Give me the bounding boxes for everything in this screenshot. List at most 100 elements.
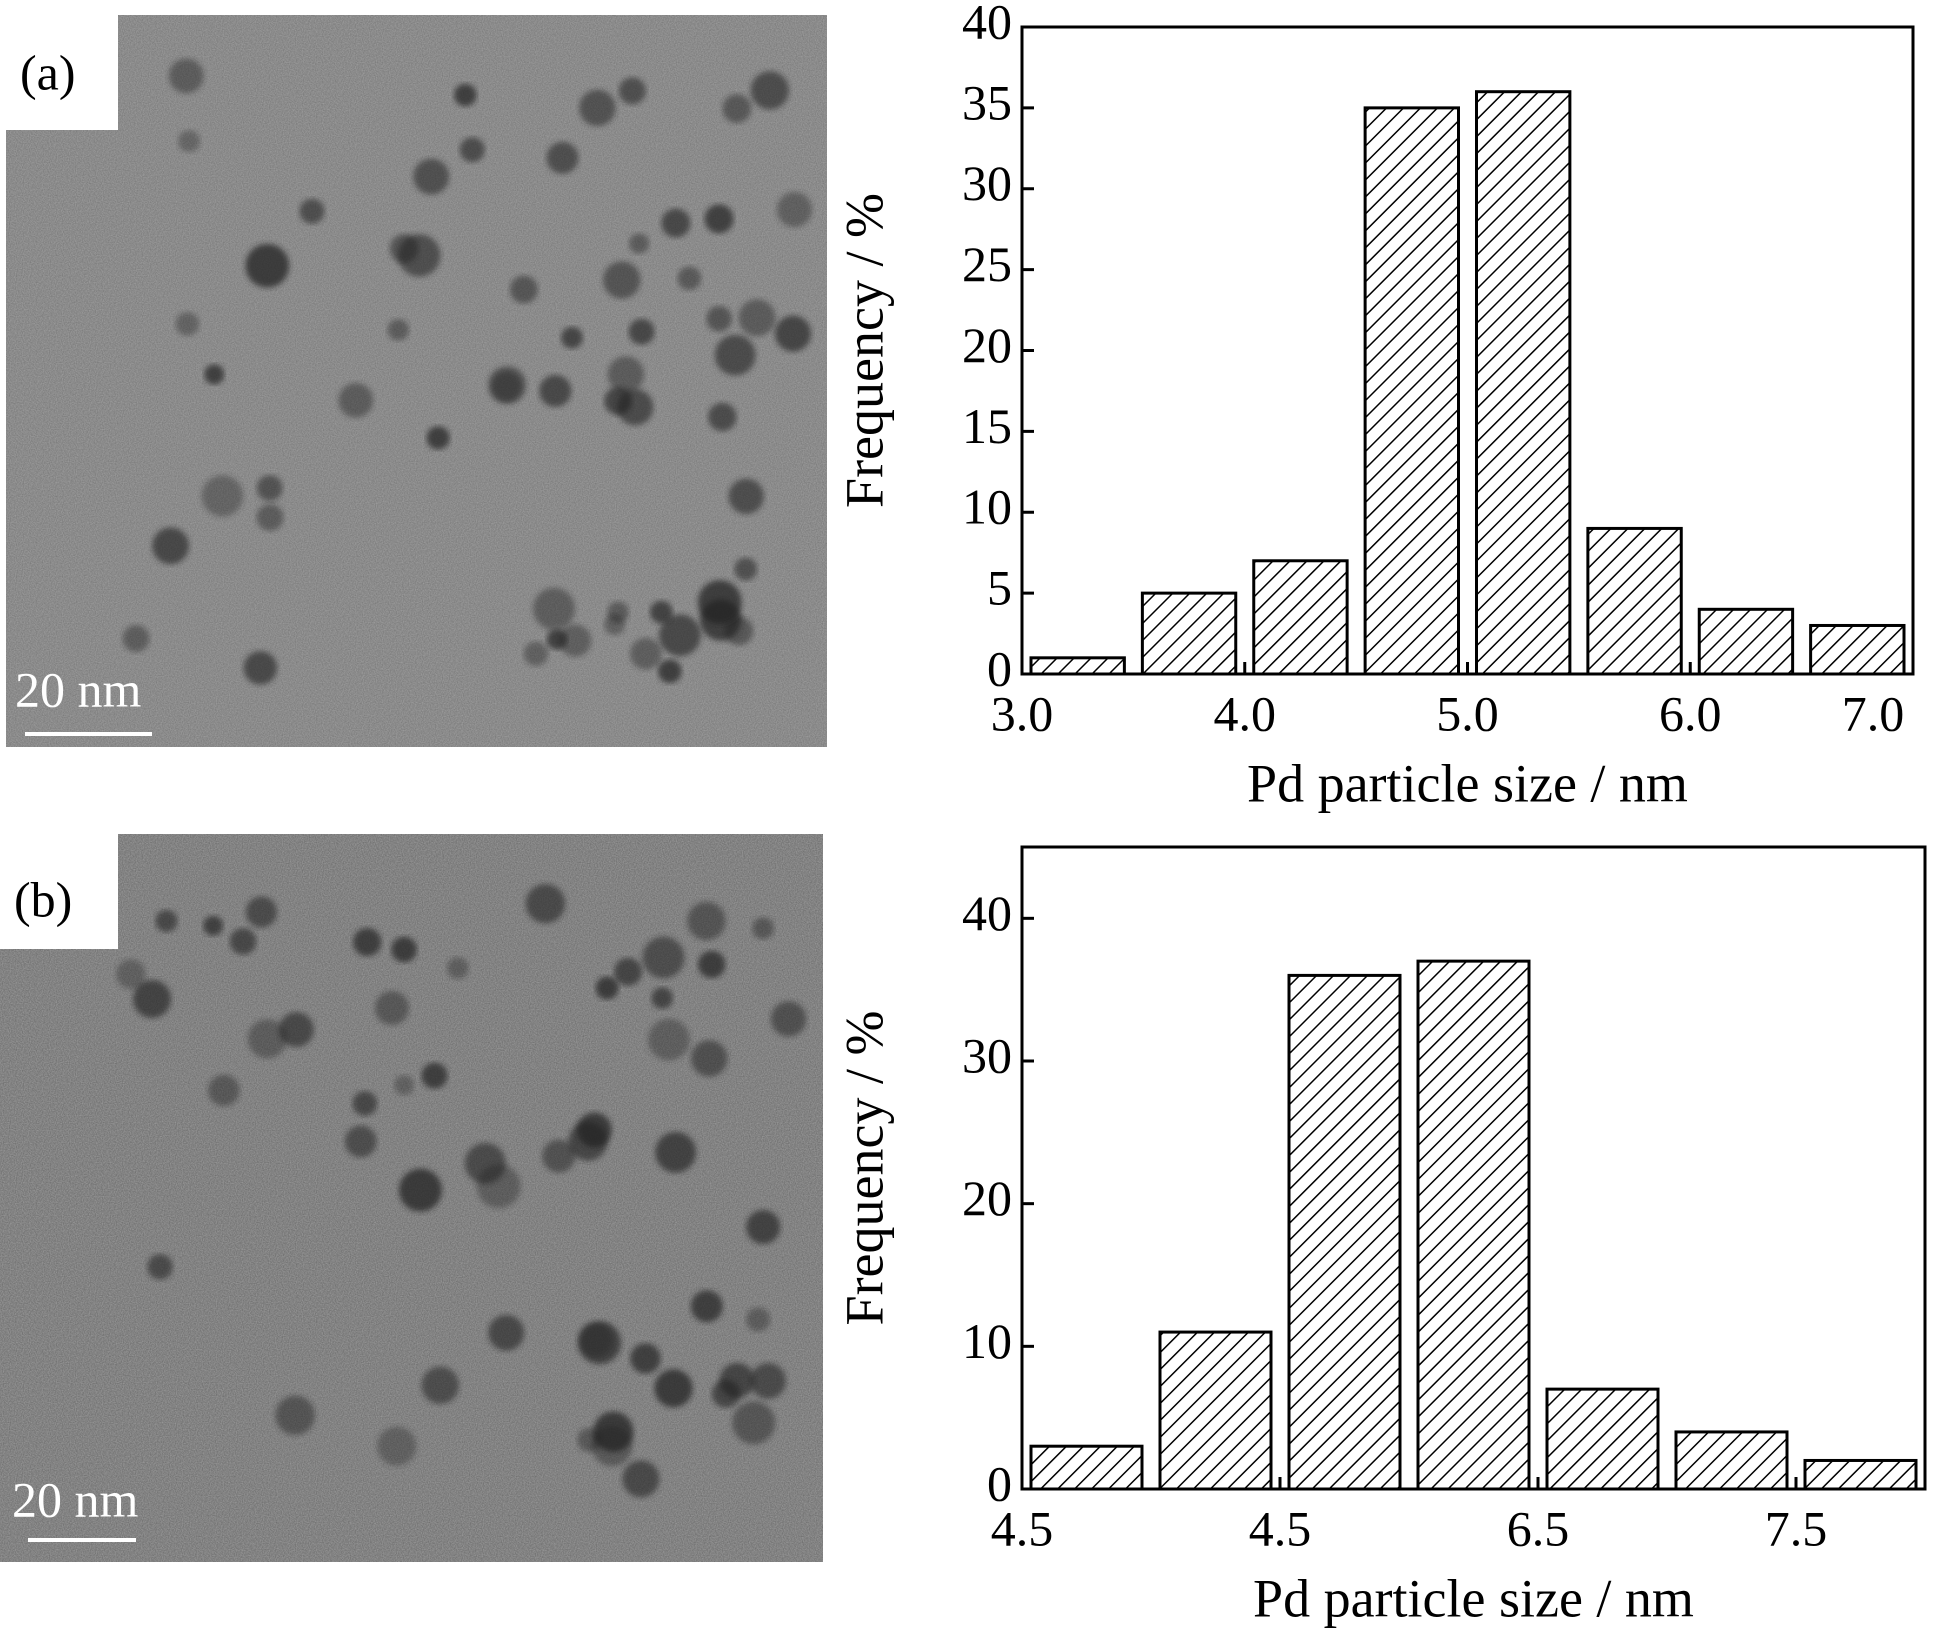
particle <box>243 651 278 685</box>
x-axis-title: Pd particle size / nm <box>1247 753 1688 813</box>
particle <box>229 928 257 955</box>
particle <box>459 137 485 163</box>
particle <box>398 1168 442 1212</box>
x-tick-label: 4.5 <box>1249 1500 1312 1556</box>
x-tick-label: 7.5 <box>1765 1500 1828 1556</box>
particle <box>661 208 691 238</box>
y-tick-label: 40 <box>962 0 1012 49</box>
particle <box>539 374 572 408</box>
panel-label: (a) <box>20 44 76 100</box>
particle <box>413 158 450 195</box>
bar <box>1363 106 1460 676</box>
bar <box>1416 959 1531 1491</box>
y-tick-label: 10 <box>962 1313 1012 1369</box>
x-tick-label: 6.5 <box>1507 1500 1570 1556</box>
particle <box>387 319 410 341</box>
particle <box>658 659 682 684</box>
particle <box>533 587 576 630</box>
particle <box>374 990 410 1026</box>
particle <box>622 1460 660 1498</box>
particle <box>155 909 178 933</box>
particle <box>630 638 662 670</box>
y-axis-title: Frequency / % <box>834 193 894 508</box>
bar <box>1545 1387 1660 1491</box>
chart: 0 10 20 30 40 4.5 4.5 6.5 7.5 Pd particle size / … <box>834 845 1927 1628</box>
particle <box>654 1369 693 1408</box>
bar <box>1803 1458 1918 1491</box>
particle <box>708 402 737 432</box>
particle <box>618 77 646 105</box>
particle <box>245 896 278 928</box>
bar <box>1140 591 1238 676</box>
particle <box>275 1395 315 1436</box>
y-tick-label: 25 <box>962 236 1012 292</box>
particle <box>704 204 734 234</box>
particle <box>247 1019 287 1059</box>
particle <box>752 917 774 940</box>
particle <box>776 192 813 228</box>
y-tick-label: 35 <box>962 74 1012 130</box>
bar <box>1287 973 1402 1491</box>
x-tick-label: 7.0 <box>1842 685 1905 741</box>
particle <box>750 1363 787 1399</box>
x-tick-label: 5.0 <box>1436 685 1499 741</box>
y-tick-label: 20 <box>962 1170 1012 1226</box>
particle <box>576 1112 612 1148</box>
particle <box>453 83 477 107</box>
particle <box>546 629 568 650</box>
x-axis-title: Pd particle size / nm <box>1253 1568 1694 1628</box>
bar <box>1029 1444 1144 1491</box>
particle <box>642 936 685 979</box>
scale-bar-label: 20 nm <box>12 1471 139 1527</box>
y-tick-label: 40 <box>962 885 1012 941</box>
particle <box>746 1210 781 1245</box>
particle <box>738 299 776 337</box>
particle <box>278 1012 314 1048</box>
particle <box>706 305 732 332</box>
scale-bar-label: 20 nm <box>15 661 142 717</box>
particle <box>299 198 325 224</box>
x-tick-label: 3.0 <box>991 685 1054 741</box>
particle <box>256 475 283 501</box>
particle <box>464 1142 506 1184</box>
particle <box>509 275 538 304</box>
chart: 0 5 10 15 20 25 30 35 40 3.0 4.0 5.0 6.0 7.0 Pd partic… <box>834 0 1915 813</box>
particle <box>698 950 726 979</box>
particle <box>578 1322 613 1358</box>
bar <box>1674 1430 1789 1491</box>
particle <box>579 89 616 127</box>
bar <box>1252 559 1349 676</box>
particle <box>595 976 619 1000</box>
particle <box>658 614 701 657</box>
particle <box>352 1091 378 1116</box>
particle <box>426 426 450 450</box>
particle <box>732 1401 776 1445</box>
particle <box>116 959 146 989</box>
particle <box>655 1131 697 1173</box>
y-tick-label: 15 <box>962 398 1012 454</box>
particle <box>201 475 244 517</box>
particle <box>648 1018 690 1061</box>
plot-frame <box>1020 25 1915 676</box>
particle <box>750 71 789 110</box>
particle <box>616 389 654 426</box>
particle <box>774 315 812 352</box>
tem-image: (a) 20 nm <box>6 15 827 747</box>
particle <box>447 957 469 979</box>
particle <box>628 233 650 254</box>
particle <box>603 261 641 299</box>
particle <box>208 1074 240 1107</box>
particle <box>697 580 742 625</box>
particle <box>168 58 204 94</box>
particle <box>734 557 758 581</box>
particle <box>256 503 284 531</box>
particle <box>607 356 645 393</box>
particle <box>711 1379 740 1408</box>
particle <box>770 1001 807 1037</box>
particle <box>394 1075 415 1096</box>
panel-label: (b) <box>14 871 72 927</box>
y-tick-label: 20 <box>962 317 1012 373</box>
particle <box>523 641 549 667</box>
particle <box>546 141 579 174</box>
